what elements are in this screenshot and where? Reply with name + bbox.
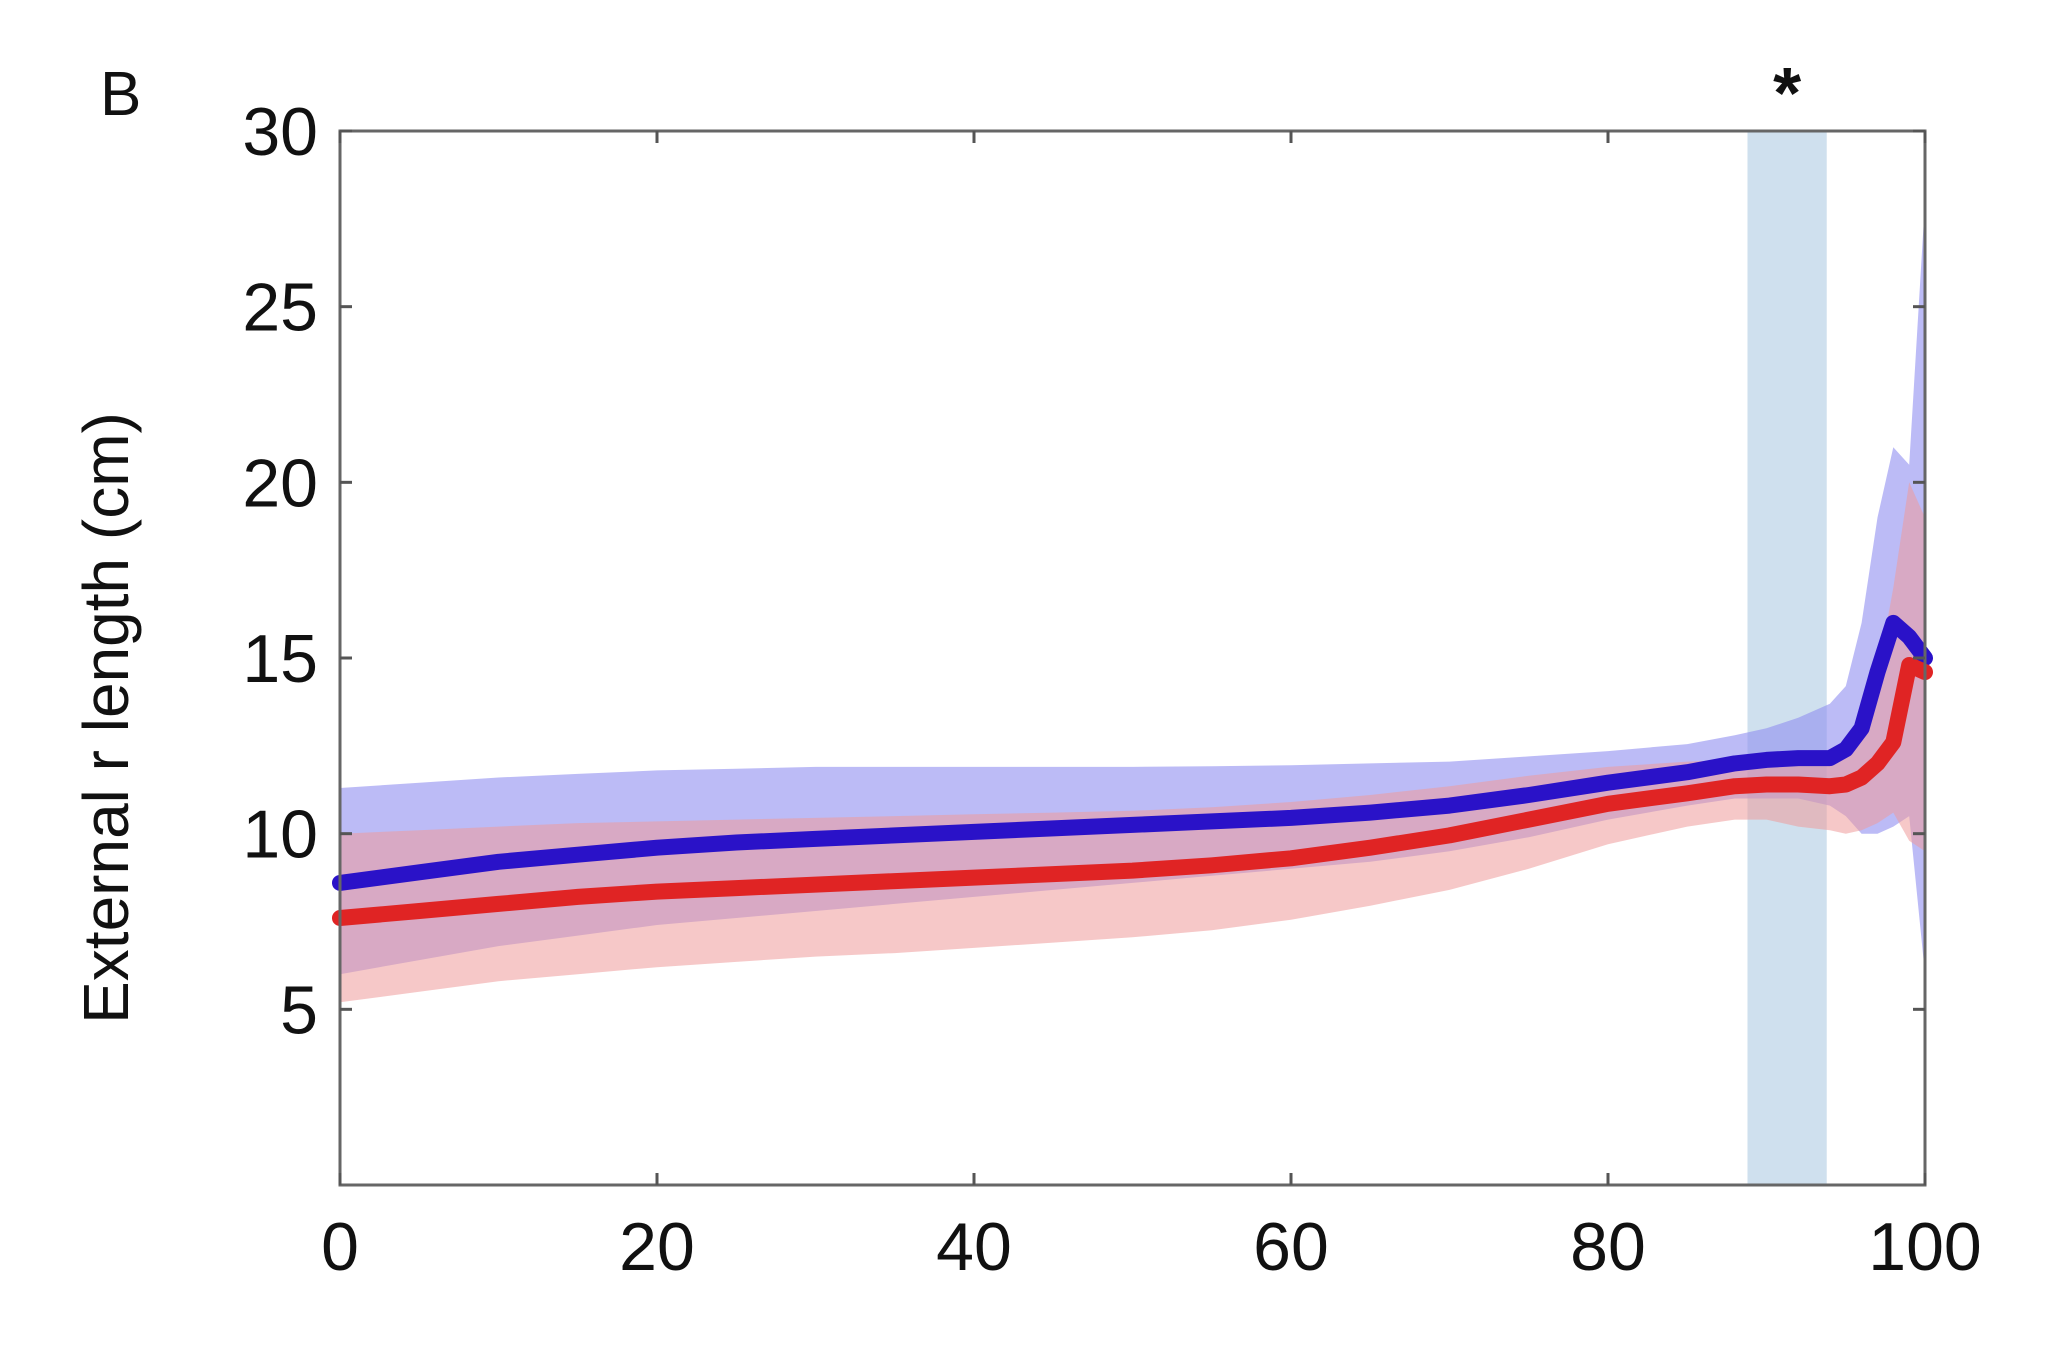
significance-region [1747, 131, 1827, 1185]
axis-ticks [338, 129, 1927, 1185]
x-tick-label: 40 [936, 1209, 1012, 1285]
x-tick-label: 20 [619, 1209, 695, 1285]
x-tick-label: 60 [1253, 1209, 1329, 1285]
x-tick-label: 100 [1868, 1209, 1981, 1285]
significance-asterisk: * [1773, 54, 1801, 134]
y-tick-label: 10 [242, 797, 318, 873]
y-axis-label: External r length (cm) [70, 412, 142, 1024]
y-tick-label: 5 [280, 972, 318, 1048]
confidence-bands [340, 201, 1925, 1003]
x-tick-labels: 0 20 40 60 80 100 [321, 1209, 1982, 1285]
series-lines [332, 614, 1933, 926]
x-tick-label: 0 [321, 1209, 359, 1285]
significance-region-layer [1747, 131, 1827, 1185]
y-tick-label: 20 [242, 445, 318, 521]
series-line-2 [332, 657, 1933, 926]
y-tick-label: 30 [242, 94, 318, 170]
panel-label: B [100, 60, 141, 129]
y-tick-labels: 5 10 15 20 25 30 [242, 94, 318, 1048]
series-line-1 [332, 614, 1933, 891]
confidence-band-2 [340, 482, 1925, 1003]
y-tick-label: 25 [242, 270, 318, 346]
plot-frame [338, 129, 1927, 1187]
x-tick-label: 80 [1570, 1209, 1646, 1285]
y-tick-label: 15 [242, 621, 318, 697]
